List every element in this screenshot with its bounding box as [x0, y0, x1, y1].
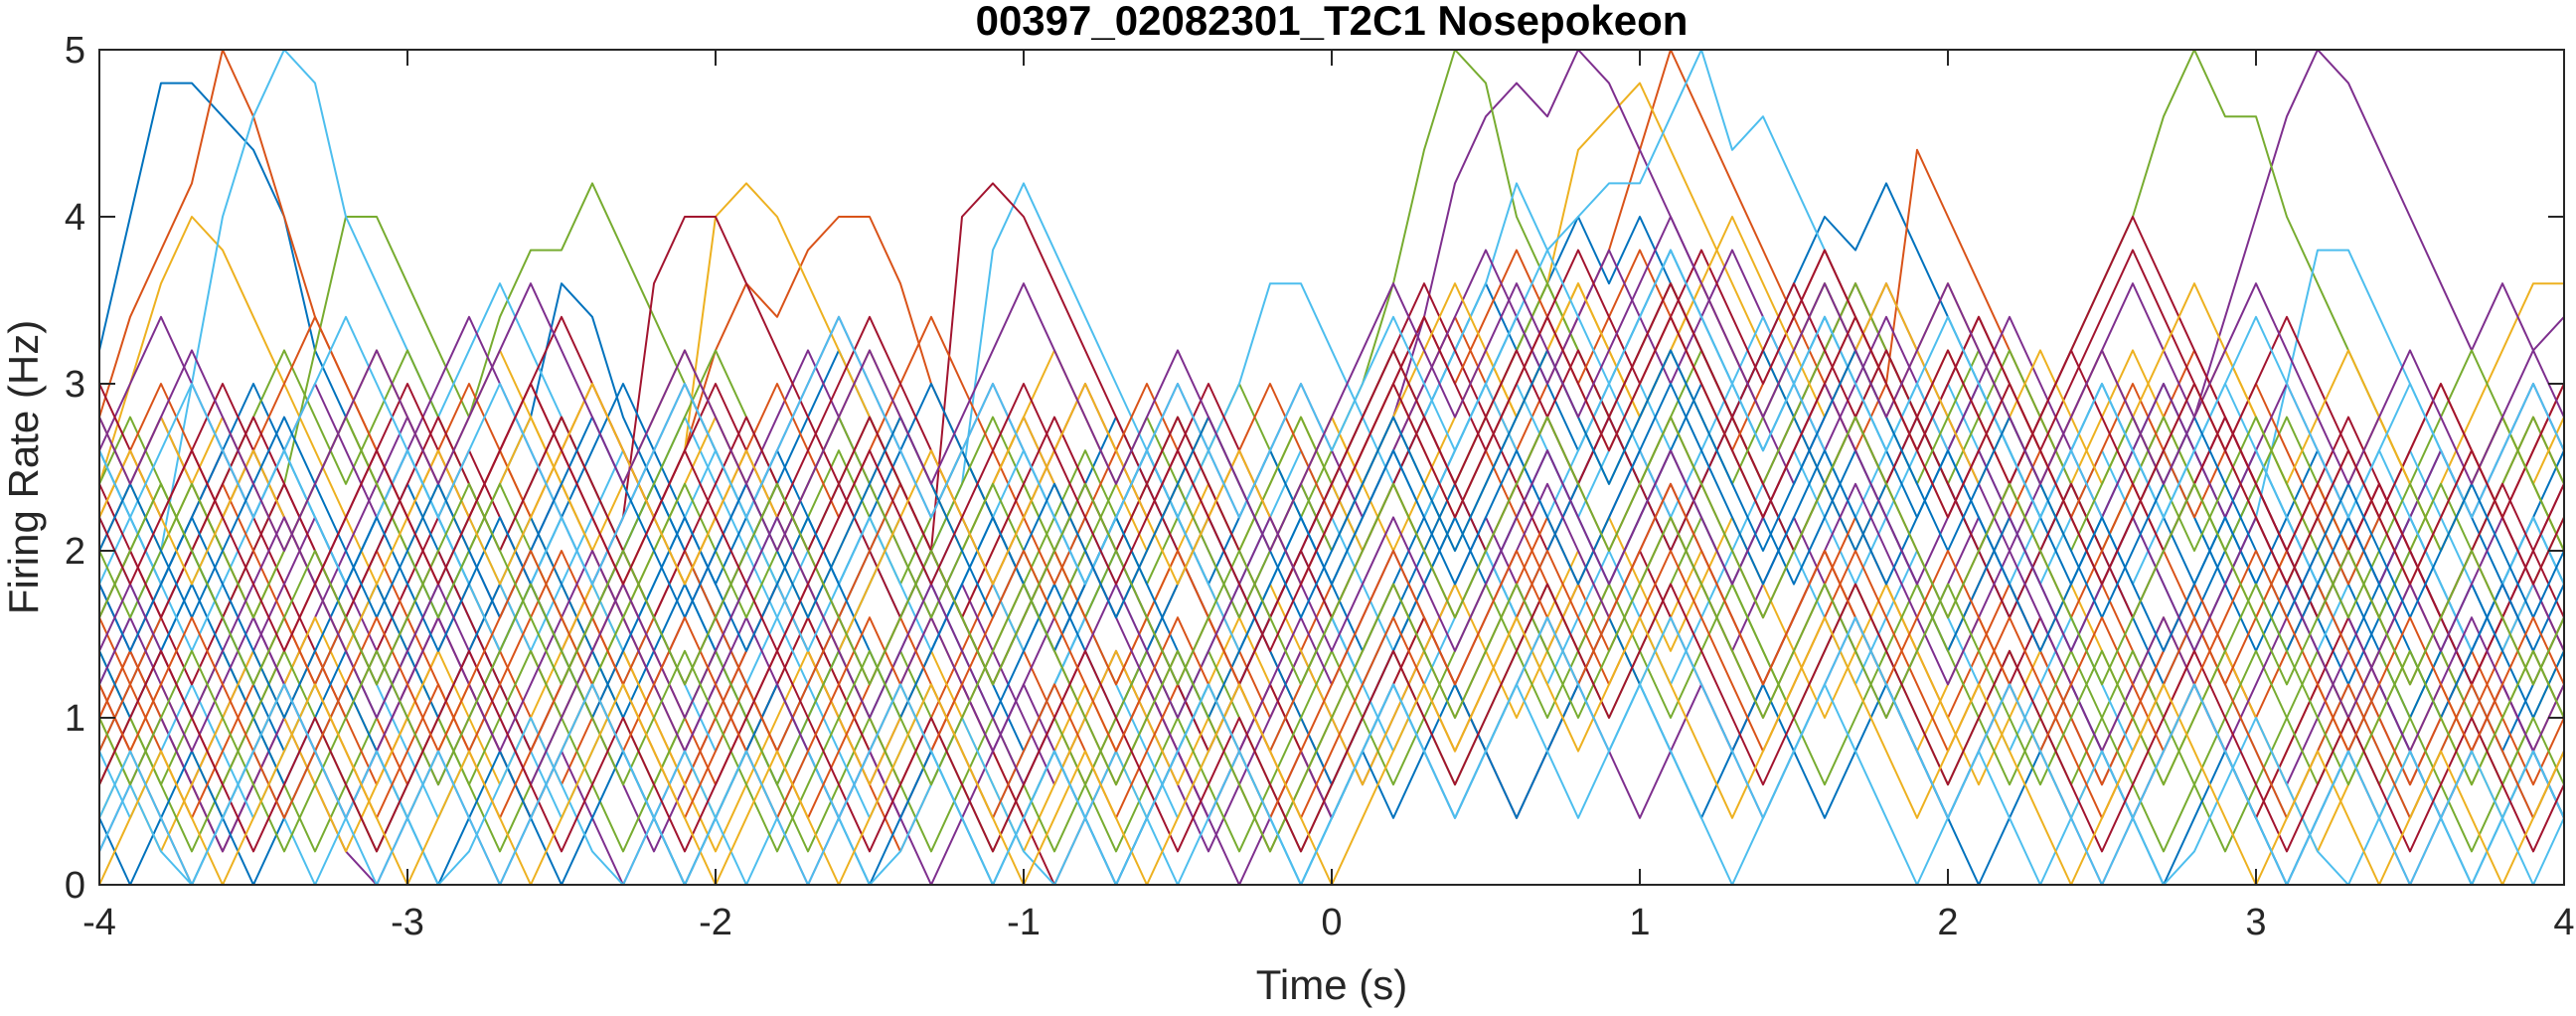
- y-axis: 0 1 2 3 4 5: [65, 30, 2564, 907]
- series-line-41: [99, 249, 2564, 586]
- series-line-49: [99, 315, 2564, 652]
- series-line-35: [99, 282, 2564, 619]
- x-tick-label: 2: [1937, 902, 1958, 943]
- x-axis-label: Time (s): [1256, 961, 1407, 1008]
- x-tick-label: 3: [2245, 902, 2266, 943]
- y-tick-label: 2: [65, 531, 85, 573]
- x-tick-label: 0: [1321, 902, 1342, 943]
- x-tick-label: -4: [82, 902, 116, 943]
- series-line-47: [99, 416, 2564, 686]
- series-line-44: [99, 482, 2564, 819]
- x-tick-label: 4: [2553, 902, 2574, 943]
- chart-title: 00397_02082301_T2C1 Nosepokeon: [976, 0, 1689, 44]
- y-tick-label: 5: [65, 30, 85, 72]
- y-tick-label: 3: [65, 364, 85, 406]
- x-tick-label: -1: [1007, 902, 1041, 943]
- x-tick-label: -2: [699, 902, 732, 943]
- x-tick-label: -3: [391, 902, 424, 943]
- y-tick-label: 1: [65, 698, 85, 740]
- series-group: [99, 50, 2564, 885]
- series-line-40: [99, 516, 2564, 853]
- x-tick-label: 1: [1629, 902, 1650, 943]
- series-line-45: [99, 616, 2564, 885]
- x-axis: -4 -3 -2 -1 0 1 2 3 4: [82, 50, 2575, 943]
- series-line-42: [99, 583, 2564, 853]
- series-line-46: [99, 216, 2564, 552]
- series-line-48: [99, 616, 2564, 885]
- y-tick-label: 4: [65, 197, 85, 239]
- y-axis-label: Firing Rate (Hz): [0, 320, 47, 614]
- series-line-36: [99, 383, 2564, 719]
- y-tick-label: 0: [65, 865, 85, 907]
- plot-area: -4 -3 -2 -1 0 1 2 3 4 0 1 2 3 4 5: [65, 30, 2575, 943]
